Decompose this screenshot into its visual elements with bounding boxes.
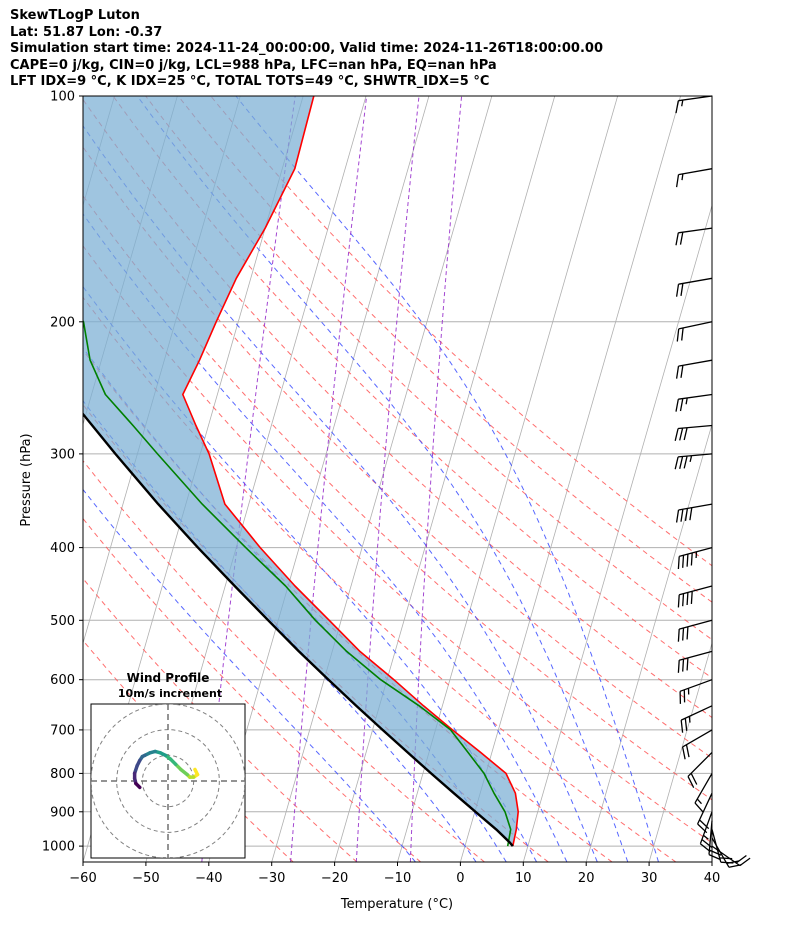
wind-barb (679, 679, 713, 704)
parcel-line (83, 412, 514, 847)
title-station: SkewTLogP Luton (10, 8, 140, 23)
isotherm (271, 96, 493, 862)
wind-barb (677, 546, 713, 570)
title-indices-2: LFT IDX=9 °C, K IDX=25 °C, TOTAL TOTS=49… (10, 74, 490, 90)
wind-barb (711, 829, 734, 864)
dry-adiabat (83, 146, 712, 759)
wind-barb (675, 503, 713, 523)
wind-barbs (674, 95, 751, 868)
title-indices-1: CAPE=0 j/kg, CIN=0 j/kg, LCL=988 hPa, LF… (10, 57, 497, 73)
profile-lines (83, 96, 519, 847)
dry-adiabat (83, 577, 358, 862)
wind-barb (694, 773, 713, 813)
dry-adiabat (210, 96, 712, 567)
hodograph-segment (134, 781, 142, 790)
mixing-ratio-line (290, 96, 368, 862)
mixing-ratio-line (409, 96, 463, 862)
wind-barb (675, 227, 713, 246)
wind-barb (708, 820, 722, 861)
dry-adiabat (83, 517, 422, 862)
wind-barb (675, 277, 713, 297)
isotherm (585, 422, 712, 862)
dry-adiabat (83, 195, 712, 801)
wind-barb (675, 95, 713, 114)
x-tick-label: −20 (321, 871, 348, 886)
wind-barb (674, 424, 713, 441)
cin-shading (83, 96, 519, 847)
wind-barb (699, 811, 713, 853)
wind-barb (680, 705, 713, 733)
dry-adiabat (83, 98, 712, 719)
chart-title-block: SkewTLogP Luton Lat: 51.87 Lon: -0.37 Si… (10, 8, 603, 91)
wind-barb (676, 321, 713, 342)
x-tick-label: −40 (195, 871, 222, 886)
y-tick-label: 300 (50, 447, 75, 462)
dry-adiabat (83, 459, 485, 862)
wind-barb (677, 619, 713, 642)
hodograph-inset: Wind Profile 10m/s increment (90, 671, 246, 859)
mixing-ratio-line (201, 96, 296, 862)
wind-barb (674, 453, 713, 470)
x-tick-label: −10 (384, 871, 411, 886)
isotherm (522, 203, 712, 862)
x-tick-label: 30 (641, 871, 658, 886)
x-axis-label: Temperature (°C) (340, 897, 453, 912)
wind-barb (681, 729, 713, 760)
wind-barb (677, 650, 713, 673)
wind-barb (675, 168, 713, 188)
y-tick-label: 200 (50, 315, 75, 330)
y-tick-label: 900 (50, 805, 75, 820)
y-tick-label: 600 (50, 673, 75, 688)
isotherm (648, 641, 712, 862)
x-tick-label: 0 (456, 871, 464, 886)
wind-barb (675, 393, 713, 412)
y-tick-label: 500 (50, 614, 75, 629)
cape-cin-shading (83, 96, 519, 847)
title-location: Lat: 51.87 Lon: -0.37 (10, 24, 163, 40)
y-tick-label: 800 (50, 767, 75, 782)
wind-barb (687, 751, 713, 788)
moist-adiabat (83, 213, 568, 862)
x-tick-label: −30 (258, 871, 285, 886)
isotherm (711, 860, 712, 862)
isotherm (460, 96, 681, 862)
moist-adiabat (83, 124, 598, 862)
x-axis: −60 −50 −40 −30 −20 −10 0 10 20 30 40 (69, 862, 720, 886)
title-times: Simulation start time: 2024-11-24_00:00:… (10, 41, 603, 57)
wind-barb (675, 359, 713, 379)
isotherm (334, 96, 556, 862)
x-tick-label: −50 (132, 871, 159, 886)
y-tick-label: 100 (50, 90, 75, 105)
moist-adiabat (235, 96, 659, 862)
wind-barb (677, 585, 713, 608)
wind-barb (697, 792, 713, 834)
hodograph-title: Wind Profile (127, 671, 210, 685)
x-tick-label: 20 (578, 871, 595, 886)
dry-adiabat (83, 245, 712, 844)
y-tick-label: 700 (50, 723, 75, 738)
dewpoint-line (83, 319, 512, 847)
x-tick-label: 40 (704, 871, 721, 886)
hodograph-subtitle: 10m/s increment (118, 687, 222, 700)
y-axis-label: Pressure (hPa) (19, 433, 34, 526)
y-axis: 1000 900 800 700 600 500 400 300 200 100 (42, 90, 83, 855)
y-tick-label: 1000 (42, 840, 75, 855)
x-tick-label: −60 (69, 871, 96, 886)
x-tick-label: 10 (515, 871, 532, 886)
y-tick-label: 400 (50, 541, 75, 556)
moist-adiabat (83, 488, 416, 862)
temperature-line (182, 96, 519, 847)
dry-adiabat (112, 96, 712, 679)
